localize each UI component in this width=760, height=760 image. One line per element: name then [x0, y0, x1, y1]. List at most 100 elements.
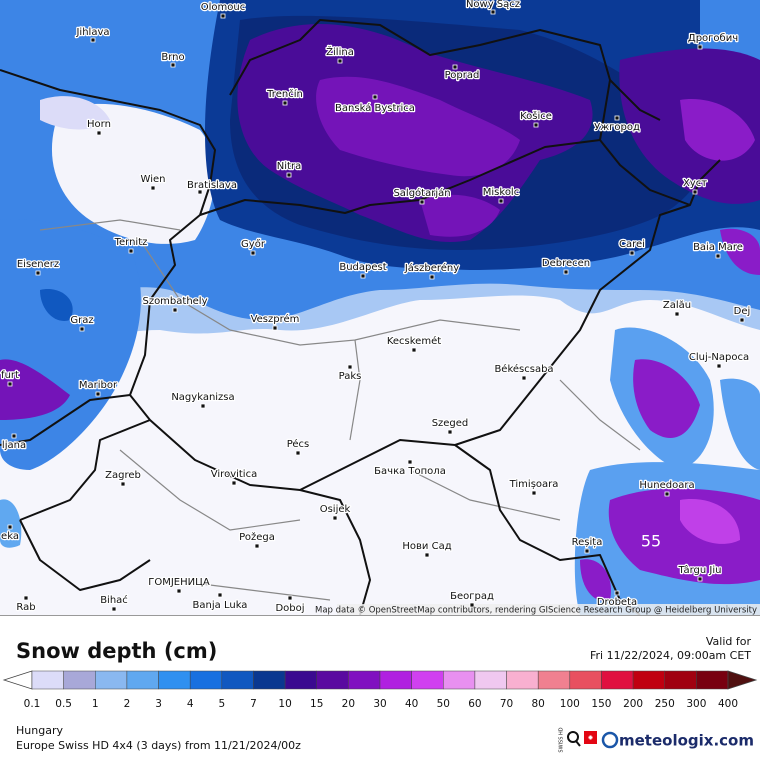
colorbar-segment	[348, 670, 381, 690]
colorbar-segment	[411, 670, 444, 690]
place-dot	[490, 9, 496, 15]
place-label: Хуст	[683, 178, 707, 189]
colorbar-segment	[632, 670, 665, 690]
place-label: Požega	[239, 531, 275, 543]
place-dot	[295, 450, 301, 456]
colorbar-tick-label: 150	[591, 698, 611, 710]
place-dot	[79, 326, 85, 332]
place-dot	[419, 199, 425, 205]
place-label: ljana	[2, 440, 26, 451]
colorbar-tick-label: 3	[155, 698, 162, 710]
colorbar-tick-label: 1	[92, 698, 99, 710]
colorbar-tick-label: 0.1	[24, 698, 41, 710]
place-dot	[200, 403, 206, 409]
place-dot	[360, 273, 366, 279]
place-label: Szeged	[432, 418, 469, 429]
region-borders	[39, 219, 641, 601]
colorbar-tick-label: 30	[373, 698, 386, 710]
place-label: Bihać	[100, 594, 128, 606]
colorbar-segment	[506, 670, 539, 690]
colorbar-segment	[601, 670, 634, 690]
place-dot	[332, 515, 338, 521]
place-label: Trenčín	[266, 88, 303, 100]
place-dot	[372, 94, 378, 100]
place-dot	[231, 480, 237, 486]
place-dot	[23, 595, 29, 601]
place-label: Eisenerz	[17, 259, 59, 270]
valid-time: Fri 11/22/2024, 09:00am CET	[590, 649, 751, 662]
place-label: Horn	[87, 119, 111, 130]
colorbar-tick-label: 15	[310, 698, 323, 710]
place-dot	[533, 122, 539, 128]
place-dot	[498, 198, 504, 204]
place-dot	[337, 58, 343, 64]
place-label: Kecskemét	[387, 335, 441, 347]
logo-brand[interactable]: meteologix.com	[619, 732, 754, 750]
place-dot	[614, 115, 620, 121]
colorbar-segment	[664, 670, 697, 690]
annotation: 55	[641, 532, 661, 551]
region: Hungary	[16, 724, 63, 737]
place-dot	[424, 552, 430, 558]
place-label: Baia Mare	[693, 242, 743, 253]
place-dot	[531, 490, 537, 496]
place-dot	[697, 576, 703, 582]
colorbar-segment	[221, 670, 254, 690]
place-label: Olomouc	[201, 2, 245, 13]
valid-label: Valid for	[706, 635, 752, 648]
colorbar-tick-label: 250	[655, 698, 675, 710]
attribution: Map data © OpenStreetMap contributors, r…	[315, 606, 757, 616]
place-dot	[716, 363, 722, 369]
place-label: Poprad	[445, 70, 480, 81]
colorbar-tick-label: 2	[124, 698, 131, 710]
place-label: furt	[1, 370, 19, 381]
place-label: Rab	[16, 602, 35, 613]
places: Olomouc Nowy Sącz Jihlava Žilina Brno Дрогоби…	[0, 0, 752, 615]
place-dot	[614, 590, 620, 596]
place-label: Дрогобич	[688, 33, 738, 44]
place-label: Nowy Sącz	[466, 0, 520, 10]
place-dot	[739, 317, 745, 323]
place-label: Brno	[161, 52, 184, 63]
place-label: Budapest	[339, 262, 386, 273]
map: Map data © OpenStreetMap contributors, r…	[0, 0, 760, 616]
place-dot	[286, 172, 292, 178]
place-label: Cluj-Napoca	[689, 352, 749, 363]
place-label: Бачка Топола	[374, 466, 446, 477]
place-dot	[584, 548, 590, 554]
place-label: Debrecen	[542, 258, 590, 269]
place-label: Timișoara	[509, 479, 559, 490]
colorbar-tick-label: 4	[187, 698, 194, 710]
colorbar-tick-label: 200	[623, 698, 643, 710]
place-dot	[197, 189, 203, 195]
place-label: Bratislava	[187, 180, 237, 191]
place-dot	[282, 100, 288, 106]
colorbar-segment	[316, 670, 349, 690]
place-label: Virovitica	[211, 469, 257, 480]
colorbar-segment	[569, 670, 602, 690]
place-dot	[521, 375, 527, 381]
place-dot	[674, 311, 680, 317]
place-label: Carei	[619, 239, 645, 250]
place-dot	[170, 62, 176, 68]
place-label: eka	[1, 531, 19, 542]
colorbar-tick-label: 70	[500, 698, 513, 710]
place-dot	[452, 64, 458, 70]
place-dot	[629, 250, 635, 256]
colorbar-segment	[696, 670, 729, 690]
colorbar-segment	[379, 670, 412, 690]
place-dot	[120, 481, 126, 487]
colorbar-segment	[126, 670, 159, 690]
place-dot	[96, 130, 102, 136]
place-label: Нови Сад	[402, 541, 451, 552]
colorbar-segment	[443, 670, 476, 690]
place-label: Jihlava	[75, 27, 109, 38]
colorbar-tick-label: 100	[560, 698, 580, 710]
colorbar-tick-label: 80	[531, 698, 544, 710]
place-dot	[111, 606, 117, 612]
place-label: ГОМЈЕНИЦА	[148, 577, 210, 588]
place-label: Dej	[734, 306, 751, 317]
place-label: Târgu Jiu	[678, 564, 722, 576]
